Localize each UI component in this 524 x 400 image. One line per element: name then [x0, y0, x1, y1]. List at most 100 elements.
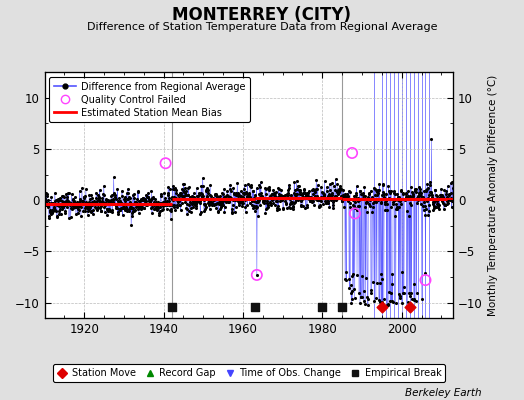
Point [73, 200, 81, 206]
Point [166, 206, 174, 212]
Point [64, 190, 73, 196]
Point [376, 280, 385, 286]
Point [137, 204, 145, 211]
Point [171, 185, 179, 192]
Point [166, 206, 174, 213]
Point [186, 195, 194, 202]
Point [278, 192, 287, 199]
Point [107, 197, 115, 203]
Point [391, 213, 400, 219]
Point [383, 198, 391, 204]
Point [289, 205, 297, 212]
Point [109, 196, 117, 203]
Point [57, 211, 65, 218]
Point [409, 281, 418, 287]
Point [365, 201, 374, 207]
Point [416, 196, 424, 202]
Point [94, 192, 102, 198]
Point [310, 194, 319, 201]
Point [437, 192, 445, 198]
Point [187, 199, 195, 206]
Point [363, 209, 371, 215]
Point [344, 193, 352, 200]
Point [170, 186, 179, 192]
Point [359, 194, 367, 201]
Point [231, 191, 239, 197]
Point [330, 183, 338, 190]
Point [372, 199, 380, 205]
Point [83, 204, 91, 210]
Point [422, 187, 430, 194]
Point [224, 199, 233, 206]
Point [196, 211, 204, 218]
Point [223, 196, 231, 203]
Point [84, 208, 92, 214]
Point [267, 192, 275, 198]
Point [264, 185, 272, 192]
Point [399, 191, 408, 198]
Point [413, 195, 421, 201]
Point [362, 200, 370, 206]
Point [60, 202, 69, 208]
Point [266, 192, 275, 199]
Point [321, 198, 330, 204]
Point [62, 191, 70, 197]
Point [156, 208, 164, 214]
Point [57, 201, 66, 208]
Point [225, 194, 234, 200]
Point [191, 198, 199, 205]
Point [330, 195, 339, 201]
Point [446, 195, 454, 202]
Point [76, 196, 84, 202]
Point [430, 199, 438, 205]
Point [448, 179, 456, 186]
Point [111, 192, 119, 198]
Point [277, 187, 285, 194]
Point [282, 194, 290, 201]
Point [96, 199, 104, 205]
Point [420, 188, 428, 194]
Point [368, 200, 377, 207]
Point [185, 202, 193, 208]
Point [103, 206, 111, 212]
Point [383, 206, 391, 213]
Point [124, 208, 133, 214]
Point [212, 205, 221, 212]
Point [426, 188, 434, 195]
Point [425, 192, 434, 198]
Point [151, 206, 160, 212]
Point [52, 201, 61, 207]
Point [237, 197, 245, 203]
Point [171, 207, 180, 213]
Point [367, 290, 375, 296]
Point [253, 185, 261, 191]
Point [148, 195, 157, 202]
Point [252, 199, 260, 206]
Point [220, 186, 228, 192]
Point [130, 208, 138, 214]
Point [85, 192, 93, 198]
Point [391, 191, 399, 197]
Point [241, 197, 249, 204]
Point [276, 194, 284, 200]
Point [66, 200, 74, 206]
Point [259, 198, 268, 205]
Point [60, 202, 69, 208]
Point [412, 290, 421, 296]
Point [61, 198, 70, 204]
Point [161, 199, 170, 206]
Point [408, 191, 417, 197]
Point [436, 192, 444, 198]
Point [49, 201, 57, 208]
Point [190, 190, 198, 196]
Point [396, 292, 405, 299]
Point [129, 205, 137, 212]
Point [331, 194, 339, 200]
Point [416, 186, 424, 192]
Point [349, 196, 357, 203]
Point [298, 191, 307, 197]
Point [160, 198, 169, 204]
Point [181, 192, 190, 198]
Point [352, 190, 360, 197]
Point [441, 191, 450, 198]
